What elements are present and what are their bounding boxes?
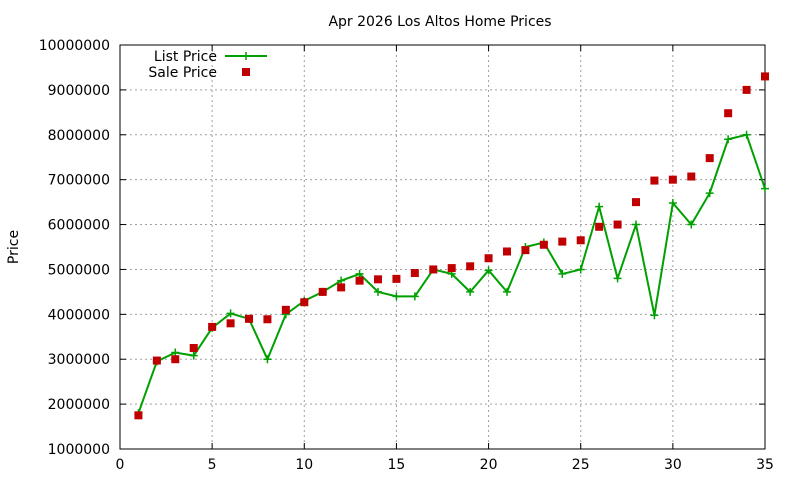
sale-price-point <box>189 344 198 352</box>
list-price-point <box>171 348 180 357</box>
list-price-point <box>226 309 235 318</box>
y-tick-label: 7000000 <box>48 173 110 189</box>
list-price-point <box>263 355 272 364</box>
x-tick-label: 10 <box>295 457 313 473</box>
plot-frame <box>119 44 766 450</box>
sale-price-point <box>263 315 272 324</box>
sale-price-point <box>337 283 346 292</box>
y-tick-label: 6000000 <box>48 218 110 234</box>
sale-price-point <box>318 287 327 296</box>
sale-price-point <box>632 198 640 207</box>
y-tick-label: 8000000 <box>48 128 110 144</box>
list-price-point <box>705 189 714 198</box>
legend-swatch-marker <box>242 52 250 60</box>
x-tick-label: 15 <box>388 457 406 473</box>
list-price-point <box>484 266 493 275</box>
list-price-point <box>503 287 511 296</box>
x-tick-label: 20 <box>480 457 498 473</box>
sale-price-point <box>300 298 309 307</box>
sale-price-point <box>171 355 180 364</box>
list-price-point <box>761 184 769 193</box>
list-price-point <box>410 292 419 301</box>
chart-title: Apr 2026 Los Altos Home Prices <box>328 14 551 30</box>
x-tick-label: 30 <box>664 457 682 473</box>
x-tick-label: 5 <box>208 457 217 473</box>
sale-price-point <box>484 254 493 263</box>
sale-price-point <box>466 262 475 271</box>
axes: 0 5 10 15 20 25 30 35 1000000 2000000 3000000 40000… <box>39 38 774 473</box>
list-price-point <box>374 287 382 296</box>
legend-swatch-marker <box>242 68 250 76</box>
sale-price-point <box>447 264 456 273</box>
y-tick-label: 5000000 <box>48 262 110 278</box>
sale-price-point <box>668 175 677 184</box>
y-tick-label: 10000000 <box>39 38 110 54</box>
sale-price-point <box>134 411 143 420</box>
sale-price-point <box>410 269 419 278</box>
sale-price-point <box>374 275 382 284</box>
y-tick-label: 9000000 <box>48 83 110 99</box>
sale-price-point <box>724 109 733 118</box>
list-price-point <box>650 311 659 320</box>
sale-price-point <box>152 356 161 365</box>
sale-price-point <box>687 172 696 181</box>
list-price-point <box>189 351 198 360</box>
sale-price-point <box>650 176 659 185</box>
sale-price-point <box>705 154 714 163</box>
sale-price-point <box>742 85 751 94</box>
list-price-point <box>355 269 364 278</box>
sale-price-point <box>539 240 548 249</box>
sale-price-point <box>595 222 604 231</box>
x-tick-label: 25 <box>572 457 590 473</box>
sale-price-point <box>613 220 622 229</box>
sale-price-point <box>355 276 364 285</box>
y-tick-label: 1000000 <box>48 442 110 458</box>
sale-price-point <box>503 247 511 256</box>
list-price-point <box>742 130 751 139</box>
sale-price-point <box>576 236 585 245</box>
list-price-point <box>337 276 346 285</box>
x-tick-label: 0 <box>116 457 125 473</box>
grid-lines <box>120 45 765 449</box>
list-price-point <box>466 287 475 296</box>
sale-price-point <box>226 319 235 328</box>
y-axis-label: Price <box>6 230 22 264</box>
y-tick-label: 3000000 <box>48 352 110 368</box>
sale-price-point <box>558 237 567 246</box>
plot-series <box>134 72 769 420</box>
list-price-point <box>668 199 677 208</box>
sale-price-point <box>521 246 530 255</box>
list-price-point <box>392 292 401 301</box>
legend-label: List Price <box>154 49 217 65</box>
list-price-point <box>595 202 604 211</box>
sale-price-point <box>392 274 401 283</box>
list-price-point <box>724 135 733 144</box>
list-price-point <box>576 265 585 274</box>
legend-label: Sale Price <box>148 65 217 81</box>
y-tick-label: 2000000 <box>48 397 110 413</box>
list-price-point <box>558 269 567 278</box>
list-price-point <box>687 220 696 229</box>
sale-price-point <box>208 322 217 331</box>
sale-price-point <box>245 314 253 323</box>
list-price-point <box>613 274 622 283</box>
sale-price-point <box>281 305 290 314</box>
list-price-point <box>632 220 640 229</box>
sale-price-point <box>761 72 769 81</box>
sale-price-point <box>429 265 438 274</box>
y-tick-label: 4000000 <box>48 307 110 323</box>
x-tick-label: 35 <box>756 457 774 473</box>
